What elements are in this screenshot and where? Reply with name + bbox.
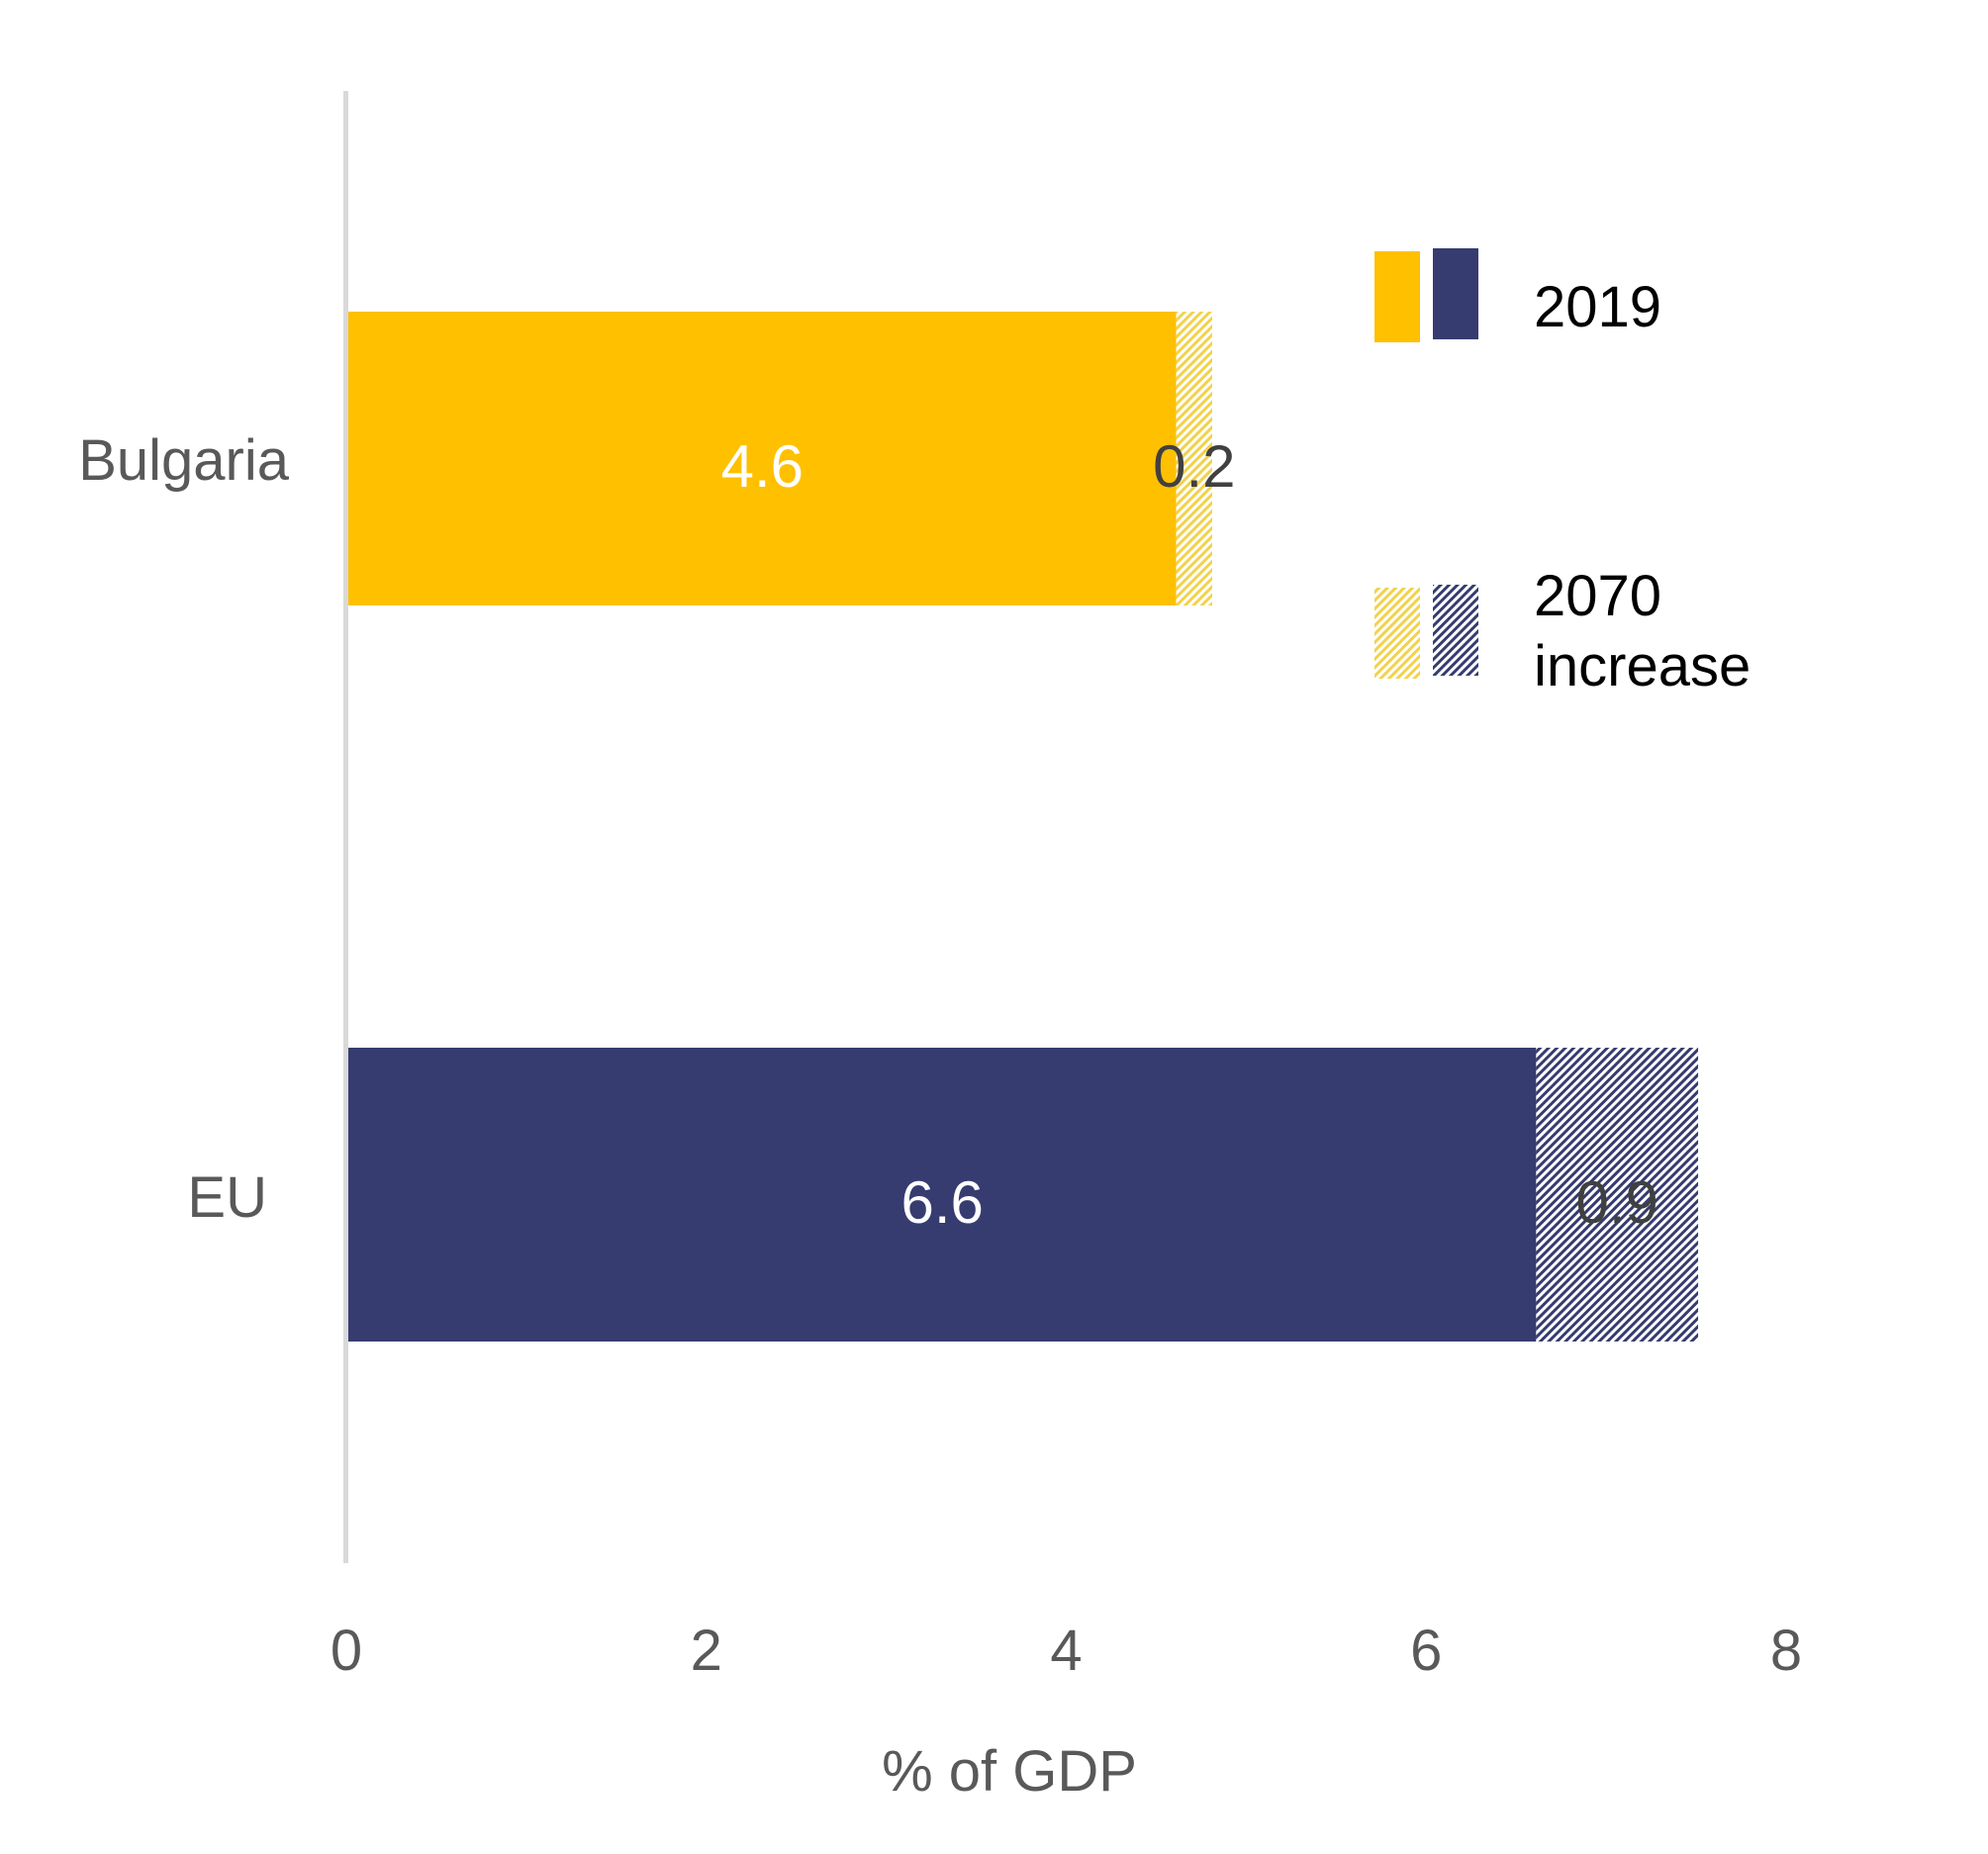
legend-swatch-2070-eu xyxy=(1433,585,1478,676)
bar-bulgaria-2070-increase xyxy=(1176,312,1212,605)
data-label-bulgaria-2019: 4.6 xyxy=(721,433,804,500)
legend-swatch-2019-bulgaria xyxy=(1374,251,1420,342)
bar-bulgaria-2019 xyxy=(348,312,1177,605)
legend: 2019 2070 increase xyxy=(1374,248,1751,698)
legend-label-2070-line1: 2070 xyxy=(1534,564,1661,628)
data-label-eu-2019: 6.6 xyxy=(900,1169,983,1236)
bars-group: 4.6 0.2 6.6 0.9 xyxy=(348,312,1699,1342)
legend-swatch-2019-eu xyxy=(1433,248,1478,339)
x-axis-title: % of GDP xyxy=(882,1739,1137,1804)
legend-label-2019: 2019 xyxy=(1534,275,1661,339)
x-tick-label: 4 xyxy=(1050,1619,1082,1683)
bar-eu-2019 xyxy=(348,1048,1537,1342)
category-label-bulgaria: Bulgaria xyxy=(78,428,290,493)
data-label-eu-2070-increase: 0.9 xyxy=(1576,1169,1658,1236)
legend-label-2070-line2: increase xyxy=(1534,634,1751,698)
x-tick-label: 6 xyxy=(1410,1619,1442,1683)
x-tick-label: 8 xyxy=(1770,1619,1802,1683)
category-label-eu: EU xyxy=(187,1165,267,1230)
bar-eu-2070-increase xyxy=(1536,1048,1699,1342)
x-axis-ticks: 0 2 4 6 8 xyxy=(331,1619,1802,1683)
data-label-bulgaria-2070-increase: 0.2 xyxy=(1153,433,1235,500)
y-axis-line xyxy=(343,91,348,1563)
legend-swatch-2070-bulgaria xyxy=(1374,588,1420,679)
x-tick-label: 2 xyxy=(691,1619,722,1683)
x-tick-label: 0 xyxy=(331,1619,362,1683)
